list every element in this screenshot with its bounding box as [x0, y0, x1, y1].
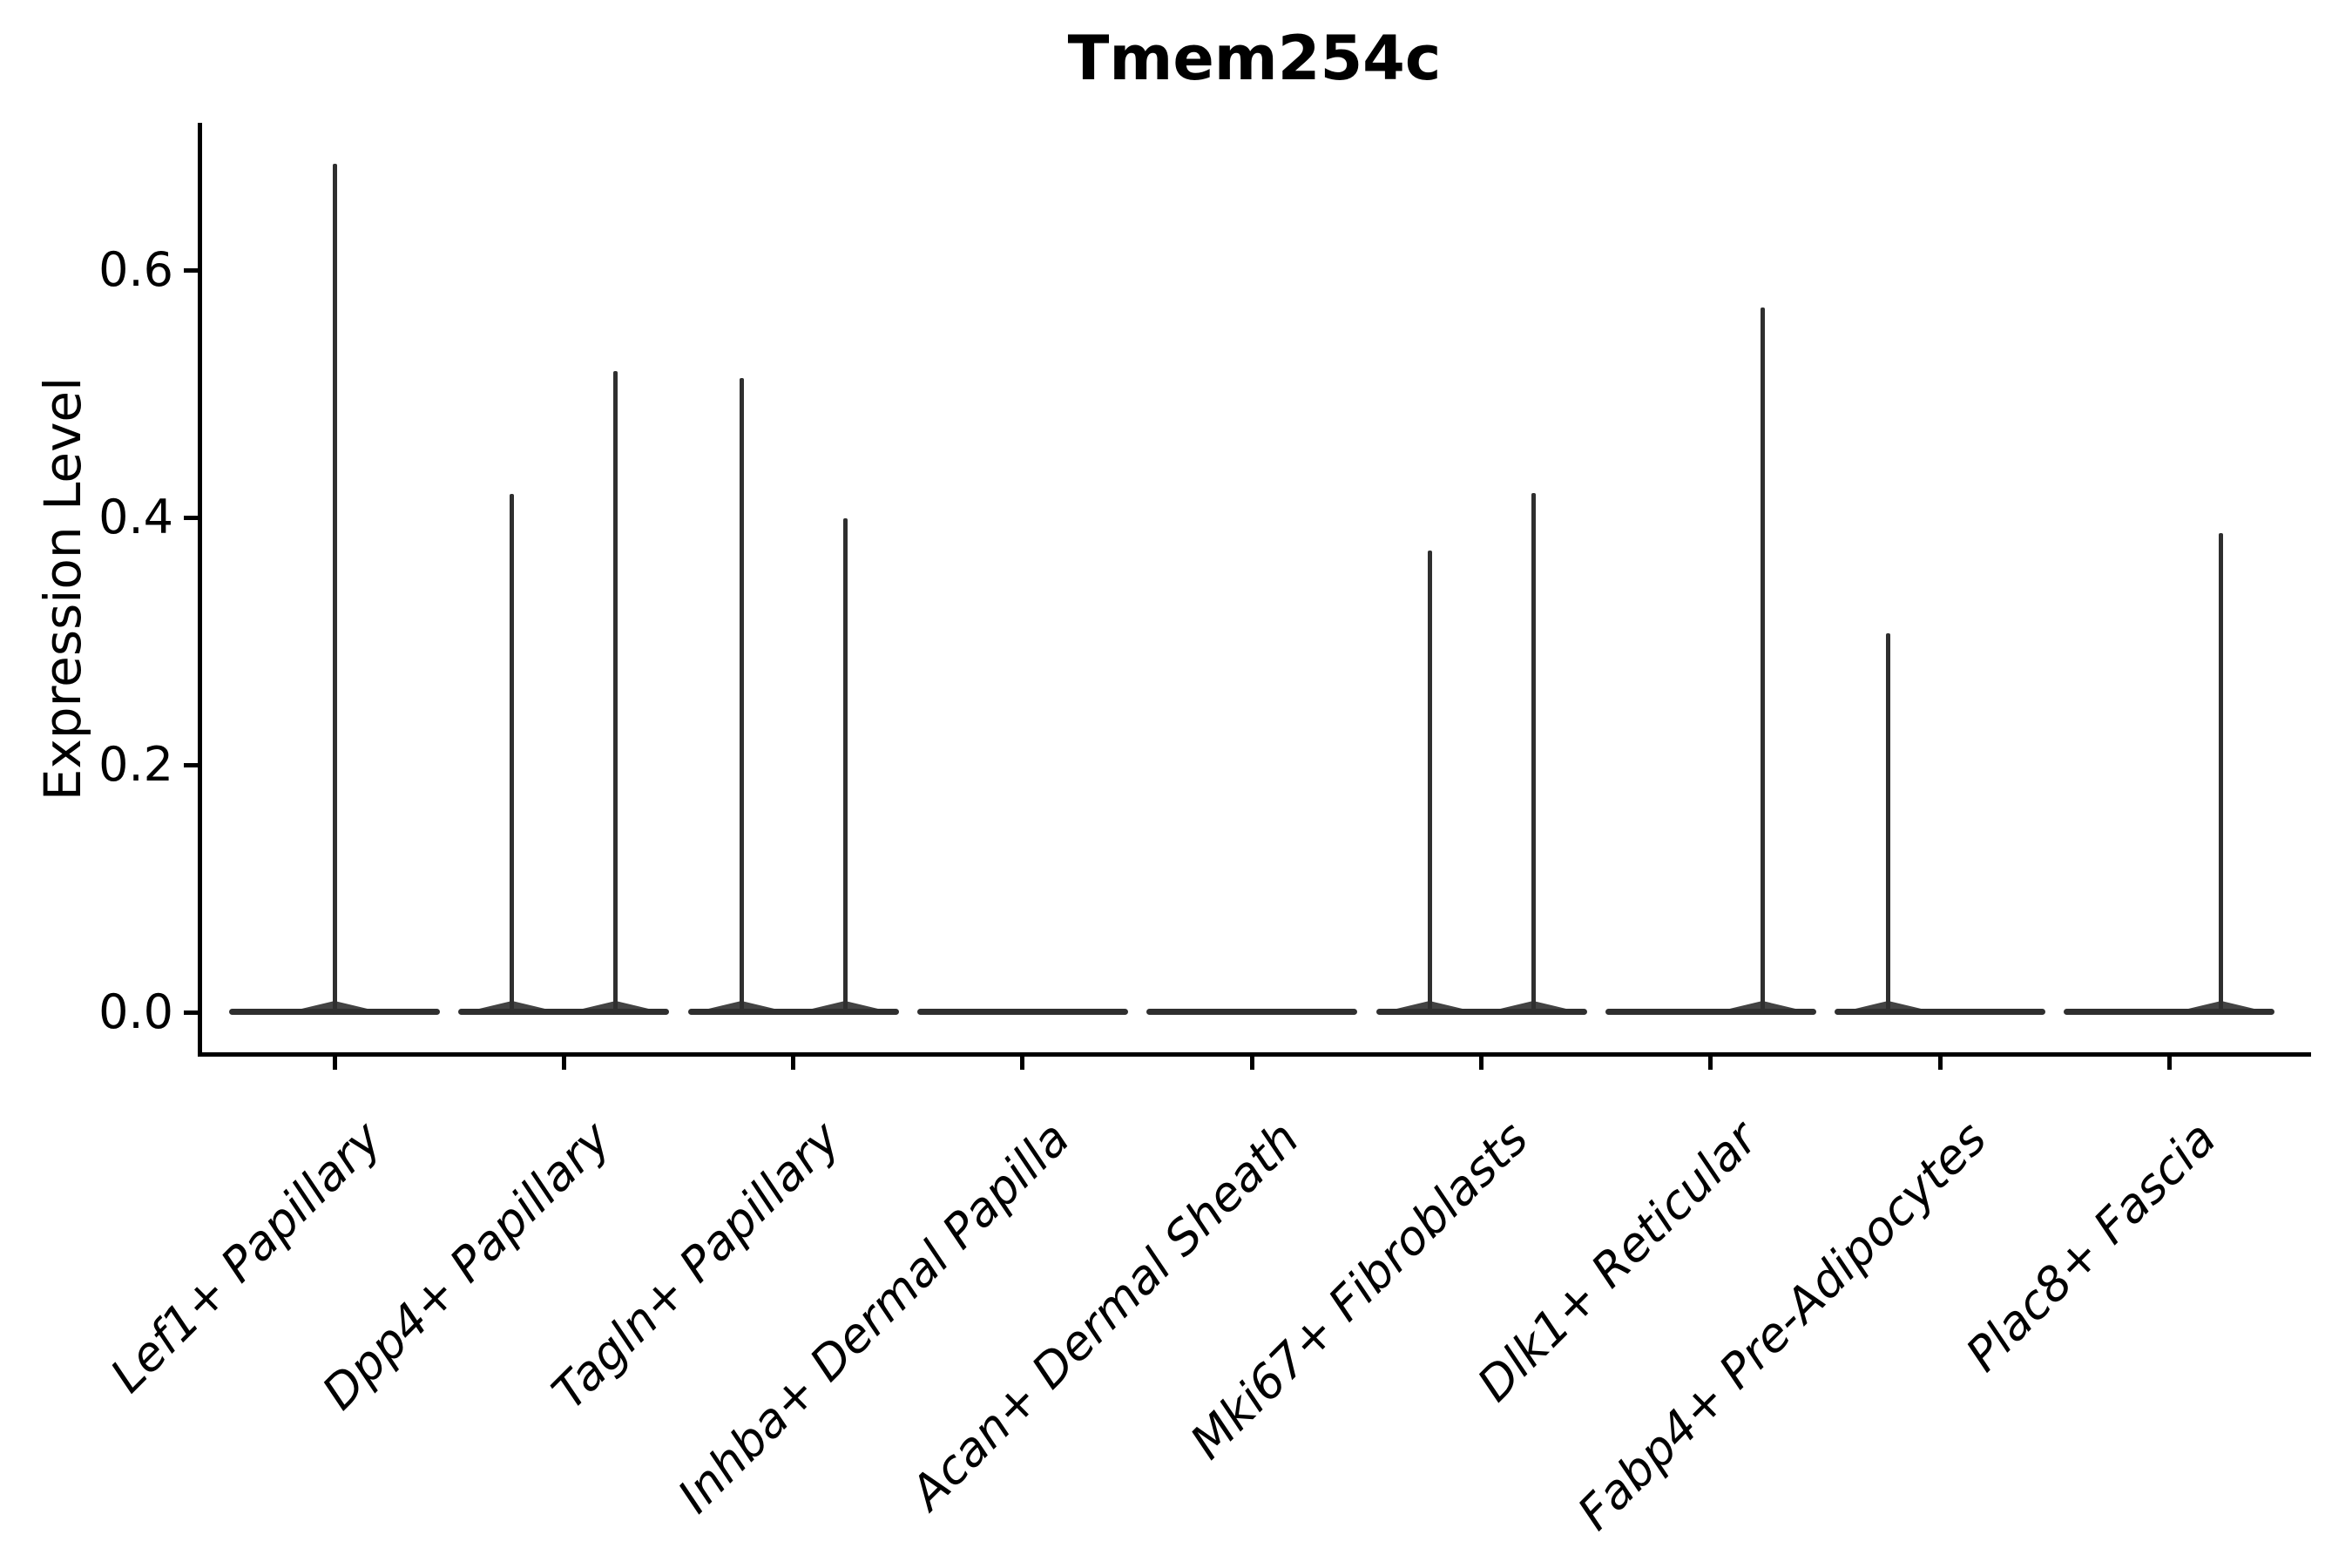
- x-axis-tick-label: Acan+ Dermal Sheath: [900, 1111, 1309, 1520]
- x-axis-tick-label: Plac8+ Fascia: [1955, 1111, 2227, 1382]
- violin-spike: [510, 494, 515, 1015]
- violin-baseline: [2064, 1009, 2275, 1015]
- x-axis-tick: [2166, 1057, 2172, 1070]
- x-axis-tick: [561, 1057, 566, 1070]
- violin-baseline: [1605, 1009, 1816, 1015]
- violin-spike: [1427, 551, 1432, 1015]
- y-axis-tick: [184, 267, 198, 273]
- x-axis-tick-label: Inhba+ Dermal Papilla: [666, 1111, 1080, 1524]
- violin-baseline: [916, 1009, 1128, 1015]
- violin-spike: [1531, 492, 1536, 1015]
- y-axis-tick-label: 0.0: [98, 984, 173, 1039]
- x-axis-tick: [1708, 1057, 1713, 1070]
- chart-title: Tmem254c: [1067, 23, 1442, 94]
- x-axis-tick: [1020, 1057, 1025, 1070]
- violin-baseline: [458, 1009, 670, 1015]
- violin-spike: [1886, 633, 1891, 1015]
- y-axis-tick-label: 0.2: [98, 737, 173, 792]
- violin-spike: [842, 518, 848, 1015]
- violin-spike: [332, 163, 337, 1015]
- violin-baseline: [687, 1009, 899, 1015]
- violin-spike: [2219, 533, 2224, 1015]
- y-axis-label: Expression Level: [33, 376, 92, 801]
- x-axis-tick: [791, 1057, 796, 1070]
- x-axis-tick-label: Fabp4+ Pre-Adipocytes: [1567, 1111, 1997, 1541]
- violin-spike: [1760, 307, 1765, 1015]
- x-axis-tick: [1937, 1057, 1943, 1070]
- violin-baseline: [1146, 1009, 1358, 1015]
- violin-spike: [739, 377, 744, 1015]
- x-axis-tick: [332, 1057, 337, 1070]
- y-axis-spine: [198, 123, 202, 1057]
- violin-baseline: [1375, 1009, 1587, 1015]
- x-axis-tick: [1249, 1057, 1254, 1070]
- violin-spike: [613, 371, 618, 1015]
- violin-baseline: [1835, 1009, 2046, 1015]
- y-axis-tick-label: 0.6: [98, 242, 173, 297]
- y-axis-tick: [184, 1010, 198, 1015]
- y-axis-tick: [184, 762, 198, 767]
- y-axis-tick: [184, 515, 198, 520]
- x-axis-spine: [198, 1052, 2311, 1057]
- x-axis-tick: [1479, 1057, 1484, 1070]
- y-axis-tick-label: 0.4: [98, 490, 173, 544]
